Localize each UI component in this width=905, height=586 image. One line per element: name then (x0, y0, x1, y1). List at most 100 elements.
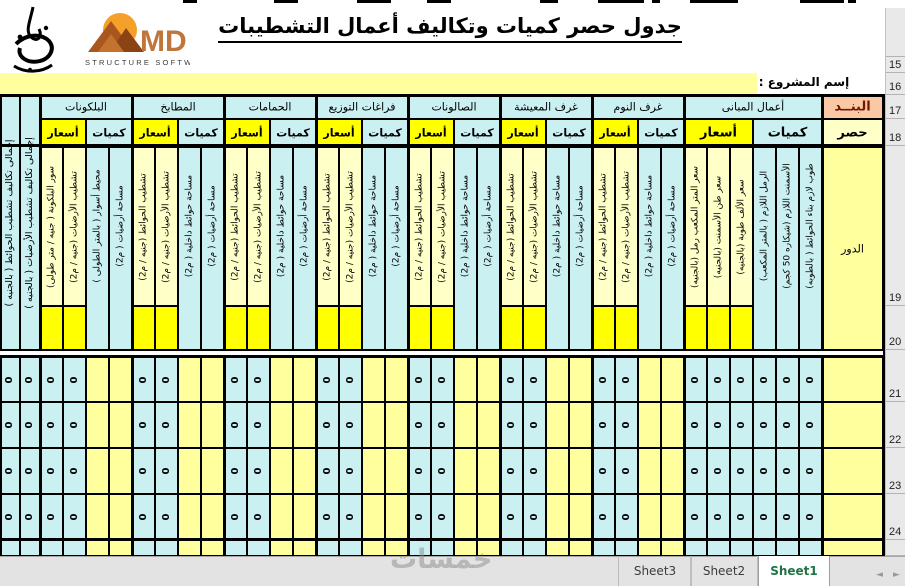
quantity-input-cell[interactable] (270, 357, 293, 402)
computed-cost-cell[interactable]: 0 (339, 402, 362, 448)
computed-cost-cell[interactable]: 0 (339, 448, 362, 494)
prices-group-header[interactable]: أسعار (408, 119, 454, 146)
quantity-input-cell[interactable] (201, 448, 224, 494)
section-header-cell[interactable]: غرف النوم (592, 95, 684, 119)
quantity-input-cell[interactable] (661, 402, 684, 448)
computed-cost-cell[interactable]: 0 (339, 494, 362, 540)
computed-cost-cell[interactable]: 0 (63, 357, 86, 402)
computed-cost-cell[interactable]: 0 (799, 357, 822, 402)
computed-cost-cell[interactable] (753, 540, 776, 556)
quantity-input-cell[interactable] (109, 540, 132, 556)
quantity-input-cell[interactable] (569, 357, 592, 402)
row-number[interactable]: 22 (886, 402, 905, 448)
floor-entry-cell[interactable] (822, 540, 883, 556)
price-input-cell[interactable] (408, 306, 431, 350)
quantity-input-cell[interactable] (477, 448, 500, 494)
row-number[interactable]: 15 (886, 57, 905, 73)
quantity-input-cell[interactable] (178, 448, 201, 494)
quantity-input-cell[interactable] (454, 448, 477, 494)
total-cost-cell[interactable]: 0 (20, 448, 40, 494)
computed-cost-cell[interactable]: 0 (155, 402, 178, 448)
computed-cost-cell[interactable]: 0 (408, 448, 431, 494)
price-input-cell[interactable] (63, 306, 86, 350)
price-input-cell[interactable] (339, 306, 362, 350)
price-input-cell[interactable] (431, 306, 454, 350)
price-input-cell[interactable] (247, 306, 270, 350)
computed-cost-cell[interactable]: 0 (753, 494, 776, 540)
total-cost-cell[interactable]: 0 (0, 357, 20, 402)
prices-group-header[interactable]: أسعار (500, 119, 546, 146)
quantity-input-cell[interactable] (293, 402, 316, 448)
prices-group-header[interactable]: أسعار (132, 119, 178, 146)
computed-cost-cell[interactable]: 0 (132, 402, 155, 448)
row-number[interactable]: 18 (886, 119, 905, 146)
price-column-header[interactable]: تشطيب الحوائط (جنيه / م2) (500, 147, 523, 306)
price-column-header[interactable]: تشطيب الحوائط (جنيه / م2) (316, 147, 339, 306)
price-input-cell[interactable] (500, 306, 523, 350)
quantity-input-cell[interactable] (201, 402, 224, 448)
computed-cost-cell[interactable] (523, 540, 546, 556)
item-column-header[interactable]: البنــد (822, 95, 883, 119)
computed-cost-cell[interactable]: 0 (615, 357, 638, 402)
price-column-header[interactable]: تشطيب الأرضيات (جنيه / م2) (155, 147, 178, 306)
computed-cost-cell[interactable]: 0 (40, 402, 63, 448)
quantity-input-cell[interactable] (569, 494, 592, 540)
quantity-input-cell[interactable] (385, 402, 408, 448)
quantity-input-cell[interactable] (638, 494, 661, 540)
quantity-column-header[interactable]: مساحة أرضيات ( م2) (293, 147, 316, 350)
computed-cost-cell[interactable]: 0 (730, 448, 753, 494)
computed-cost-cell[interactable]: 0 (408, 357, 431, 402)
quantity-input-cell[interactable] (109, 357, 132, 402)
quantity-column-header[interactable]: مساحة أرضيات ( م2) (385, 147, 408, 350)
price-column-header[interactable]: تشطيب الأرضيات (جنيه / م2) (339, 147, 362, 306)
computed-cost-cell[interactable]: 0 (224, 402, 247, 448)
computed-cost-cell[interactable]: 0 (316, 494, 339, 540)
sheet-tab-sheet2[interactable]: Sheet2 (690, 556, 758, 586)
quantity-input-cell[interactable] (86, 402, 109, 448)
quantity-input-cell[interactable] (661, 540, 684, 556)
computed-cost-cell[interactable]: 0 (316, 448, 339, 494)
computed-cost-cell[interactable]: 0 (224, 357, 247, 402)
computed-cost-cell[interactable]: 0 (707, 402, 730, 448)
sheet-tab-sheet3[interactable]: Sheet3 (618, 556, 692, 586)
quantity-input-cell[interactable] (477, 357, 500, 402)
computed-cost-cell[interactable]: 0 (500, 448, 523, 494)
prices-group-header[interactable]: أسعار (684, 119, 753, 146)
price-column-header[interactable]: تشطيب الأرضيات (جنيه / م2) (523, 147, 546, 306)
computed-cost-cell[interactable]: 0 (684, 448, 707, 494)
computed-cost-cell[interactable]: 0 (40, 357, 63, 402)
floor-entry-cell[interactable] (822, 448, 883, 494)
computed-cost-cell[interactable]: 0 (247, 494, 270, 540)
quantities-group-header[interactable]: كميات (454, 119, 500, 146)
quantities-group-header[interactable]: كميات (86, 119, 132, 146)
quantity-input-cell[interactable] (109, 494, 132, 540)
computed-cost-cell[interactable]: 0 (730, 357, 753, 402)
prices-group-header[interactable]: أسعار (316, 119, 362, 146)
quantity-column-header[interactable]: مساحة أرضيات ( م2) (109, 147, 132, 350)
quantity-input-cell[interactable] (201, 494, 224, 540)
quantity-input-cell[interactable] (293, 540, 316, 556)
computed-cost-cell[interactable]: 0 (684, 357, 707, 402)
computed-cost-cell[interactable]: 0 (132, 448, 155, 494)
computed-cost-cell[interactable]: 0 (63, 494, 86, 540)
quantity-input-cell[interactable] (178, 540, 201, 556)
computed-cost-cell[interactable] (615, 540, 638, 556)
computed-cost-cell[interactable]: 0 (155, 448, 178, 494)
computed-cost-cell[interactable]: 0 (132, 357, 155, 402)
computed-cost-cell[interactable]: 0 (684, 402, 707, 448)
computed-cost-cell[interactable] (707, 540, 730, 556)
prices-group-header[interactable]: أسعار (224, 119, 270, 146)
computed-cost-cell[interactable]: 0 (500, 402, 523, 448)
quantity-input-cell[interactable] (638, 402, 661, 448)
computed-cost-cell[interactable]: 0 (776, 402, 799, 448)
price-column-header[interactable]: تشطيب الحوائط (جنيه / م2) (408, 147, 431, 306)
computed-cost-cell[interactable] (776, 540, 799, 556)
price-input-cell[interactable] (684, 306, 707, 350)
price-input-cell[interactable] (615, 306, 638, 350)
row-number[interactable]: 21 (886, 350, 905, 402)
computed-cost-cell[interactable]: 0 (615, 402, 638, 448)
quantity-input-cell[interactable] (362, 402, 385, 448)
computed-cost-cell[interactable]: 0 (753, 448, 776, 494)
quantity-input-cell[interactable] (109, 448, 132, 494)
quantity-input-cell[interactable] (477, 402, 500, 448)
